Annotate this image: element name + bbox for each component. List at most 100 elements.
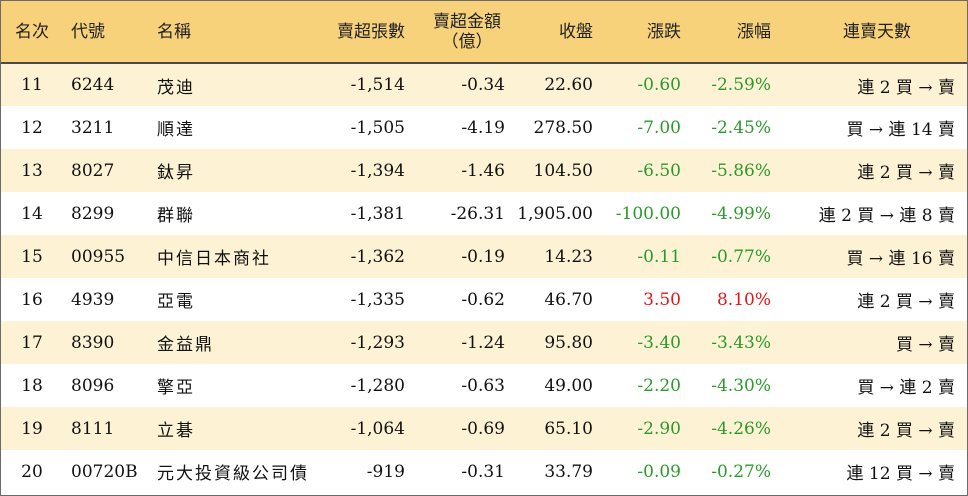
table-header-row: 名次 代號 名稱 賣超張數 賣超金額 （億） 收盤 漲跌 漲幅 連賣天數 <box>1 1 967 64</box>
cell-net-sell-amount: -1.46 <box>461 160 505 181</box>
cell-streak: 買 → 連 2 賣 <box>857 378 955 398</box>
cell-streak: 連 2 買 → 賣 <box>857 77 955 98</box>
cell-net-sell-amount: -0.62 <box>461 289 505 310</box>
table-row: 14 8299 群聯 -1,381 -26.31 1,905.00 -100.00 -4.99… <box>1 192 967 235</box>
cell-name: 中信日本商社 <box>157 249 271 269</box>
header-close: 收盤 <box>517 1 607 64</box>
cell-name: 鈦昇 <box>157 163 195 183</box>
cell-rank: 13 <box>21 160 43 181</box>
cell-code: 8027 <box>71 160 115 181</box>
cell-close: 46.70 <box>544 289 593 310</box>
cell-code: 3211 <box>71 117 115 138</box>
cell-streak: 買 → 賣 <box>895 335 955 355</box>
cell-name: 順達 <box>157 120 195 140</box>
cell-change: -6.50 <box>637 160 681 181</box>
header-net-sell-amount-line1: 賣超金額 <box>433 11 501 32</box>
cell-net-sell-amount: -0.19 <box>461 246 505 267</box>
cell-code: 8111 <box>71 418 115 439</box>
cell-rank: 12 <box>21 117 43 138</box>
cell-close: 22.60 <box>544 75 593 95</box>
cell-code: 4939 <box>71 289 115 310</box>
cell-close: 65.10 <box>544 418 593 439</box>
cell-close: 33.79 <box>544 461 593 482</box>
cell-net-sell-shares: -1,064 <box>350 418 405 439</box>
cell-name: 元大投資級公司債 <box>157 464 309 484</box>
cell-change: -3.40 <box>637 332 681 353</box>
cell-code: 00955 <box>71 246 126 267</box>
table-row: 11 6244 茂迪 -1,514 -0.34 22.60 -0.60 -2.59% 連 2 買… <box>1 63 967 106</box>
header-rank: 名次 <box>1 1 63 64</box>
table-row: 19 8111 立碁 -1,064 -0.69 65.10 -2.90 -4.26% 連 2 買… <box>1 407 967 450</box>
cell-name: 茂迪 <box>157 77 195 98</box>
cell-change: -0.11 <box>637 246 681 267</box>
cell-change-pct: 8.10% <box>716 289 771 310</box>
cell-name: 群聯 <box>157 206 195 226</box>
cell-net-sell-amount: -0.34 <box>461 75 505 95</box>
cell-code: 6244 <box>71 75 115 95</box>
cell-change-pct: -5.86% <box>711 160 771 181</box>
cell-code: 8096 <box>71 375 115 396</box>
cell-net-sell-shares: -1,293 <box>350 332 405 353</box>
cell-change-pct: -4.30% <box>711 375 771 396</box>
cell-name: 擎亞 <box>157 378 195 398</box>
table-row: 20 00720B 元大投資級公司債 -919 -0.31 33.79 -0.09 -0.27… <box>1 450 967 493</box>
cell-streak: 連 2 買 → 連 8 賣 <box>818 206 955 226</box>
table-row: 12 3211 順達 -1,505 -4.19 278.50 -7.00 -2.45% 買 → … <box>1 106 967 149</box>
cell-rank: 19 <box>21 418 43 439</box>
cell-net-sell-shares: -1,394 <box>350 160 405 181</box>
cell-close: 1,905.00 <box>517 203 593 224</box>
cell-code: 00720B <box>71 461 138 482</box>
cell-change-pct: -0.77% <box>711 246 771 267</box>
cell-rank: 20 <box>21 461 43 482</box>
cell-change: -0.60 <box>637 75 681 95</box>
cell-streak: 連 12 買 → 賣 <box>846 464 956 484</box>
cell-close: 95.80 <box>544 332 593 353</box>
cell-net-sell-shares: -1,505 <box>350 117 405 138</box>
cell-change-pct: -2.59% <box>711 75 771 95</box>
cell-streak: 連 2 買 → 賣 <box>857 163 955 183</box>
header-change-pct: 漲幅 <box>697 1 787 64</box>
table-row: 18 8096 擎亞 -1,280 -0.63 49.00 -2.20 -4.30% 買 → 連… <box>1 364 967 407</box>
cell-name: 亞電 <box>157 292 195 312</box>
cell-close: 278.50 <box>533 117 593 138</box>
header-name: 名稱 <box>149 1 325 64</box>
cell-change: -7.00 <box>637 117 681 138</box>
header-net-sell-amount: 賣超金額 （億） <box>417 1 517 64</box>
cell-streak: 連 2 買 → 賣 <box>857 421 955 441</box>
cell-rank: 14 <box>21 203 43 224</box>
cell-net-sell-shares: -1,335 <box>350 289 405 310</box>
cell-change-pct: -2.45% <box>711 117 771 138</box>
cell-streak: 買 → 連 14 賣 <box>846 120 956 140</box>
cell-net-sell-shares: -1,362 <box>350 246 405 267</box>
cell-rank: 16 <box>21 289 43 310</box>
cell-name: 立碁 <box>157 421 195 441</box>
cell-change-pct: -0.27% <box>711 461 771 482</box>
cell-net-sell-shares: -1,514 <box>350 75 405 95</box>
cell-name: 金益鼎 <box>157 335 214 355</box>
cell-change: -2.20 <box>637 375 681 396</box>
cell-change-pct: -3.43% <box>711 332 771 353</box>
header-net-sell-shares: 賣超張數 <box>325 1 417 64</box>
cell-code: 8299 <box>71 203 115 224</box>
cell-change-pct: -4.99% <box>711 203 771 224</box>
cell-close: 14.23 <box>544 246 593 267</box>
cell-change: -100.00 <box>615 203 681 224</box>
cell-net-sell-amount: -0.31 <box>461 461 505 482</box>
cell-change-pct: -4.26% <box>711 418 771 439</box>
cell-net-sell-shares: -1,381 <box>350 203 405 224</box>
cell-rank: 15 <box>21 246 43 267</box>
header-code: 代號 <box>63 1 149 64</box>
cell-streak: 買 → 連 16 賣 <box>846 249 956 269</box>
cell-net-sell-amount: -0.63 <box>461 375 505 396</box>
cell-net-sell-amount: -0.69 <box>461 418 505 439</box>
cell-change: 3.50 <box>643 289 681 310</box>
cell-net-sell-amount: -1.24 <box>461 332 505 353</box>
table-row: 13 8027 鈦昇 -1,394 -1.46 104.50 -6.50 -5.86% 連 2 … <box>1 149 967 192</box>
table-row: 15 00955 中信日本商社 -1,362 -0.19 14.23 -0.11 -0.77%… <box>1 235 967 278</box>
cell-rank: 11 <box>21 75 43 95</box>
header-net-sell-amount-line2: （億） <box>441 31 493 52</box>
header-change: 漲跌 <box>607 1 697 64</box>
cell-rank: 18 <box>21 375 43 396</box>
